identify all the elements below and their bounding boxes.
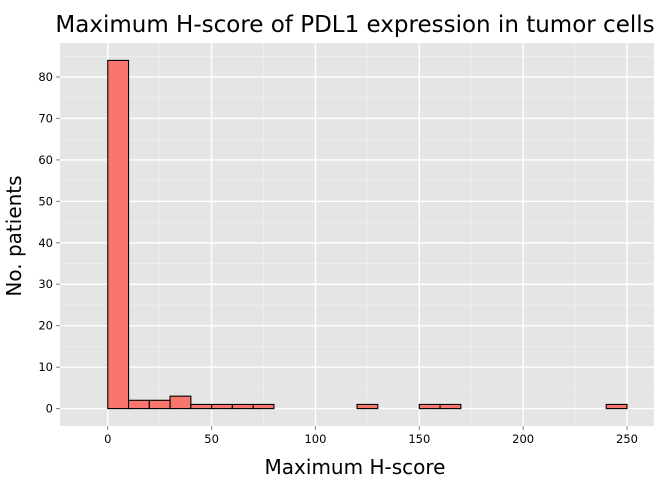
x-tick-label: 250: [616, 432, 638, 446]
histogram-bar: [439, 403, 462, 410]
y-tick-label: 70: [38, 111, 53, 125]
y-tick-label: 80: [38, 70, 53, 84]
y-tick-label: 30: [38, 277, 53, 291]
x-tick-label: 150: [408, 432, 430, 446]
y-tick-label: 60: [38, 153, 53, 167]
y-axis-ticks: 0 10 20 30 40 50 60 70 80: [38, 70, 60, 416]
x-tick-label: 0: [104, 432, 111, 446]
histogram-bar: [107, 59, 130, 410]
histogram-bar: [605, 403, 628, 410]
x-tick-label: 50: [204, 432, 219, 446]
histogram-bar: [418, 403, 441, 410]
histogram-bar: [252, 403, 275, 410]
x-axis-title: Maximum H-score: [265, 455, 446, 479]
histogram-bar: [169, 395, 192, 410]
chart-title: Maximum H-score of PDL1 expression in tu…: [55, 12, 654, 38]
x-axis-ticks: 0 50 100 150 200 250: [104, 426, 638, 446]
histogram-bar: [127, 399, 150, 410]
y-tick-label: 50: [38, 194, 53, 208]
y-tick-label: 0: [46, 402, 53, 416]
y-tick-label: 10: [38, 360, 53, 374]
x-tick-label: 100: [304, 432, 326, 446]
histogram-bars: [107, 59, 628, 410]
plot-panel: [60, 43, 654, 426]
minor-grid: [60, 43, 654, 426]
y-axis-title: No. patients: [2, 175, 26, 296]
histogram-bar: [211, 403, 233, 410]
histogram-bar: [231, 403, 254, 410]
histogram-bar: [148, 399, 171, 410]
x-tick-label: 200: [512, 432, 534, 446]
histogram-bar: [356, 403, 379, 410]
y-tick-label: 40: [38, 236, 53, 250]
histogram-bar: [190, 403, 213, 410]
y-tick-label: 20: [38, 319, 53, 333]
